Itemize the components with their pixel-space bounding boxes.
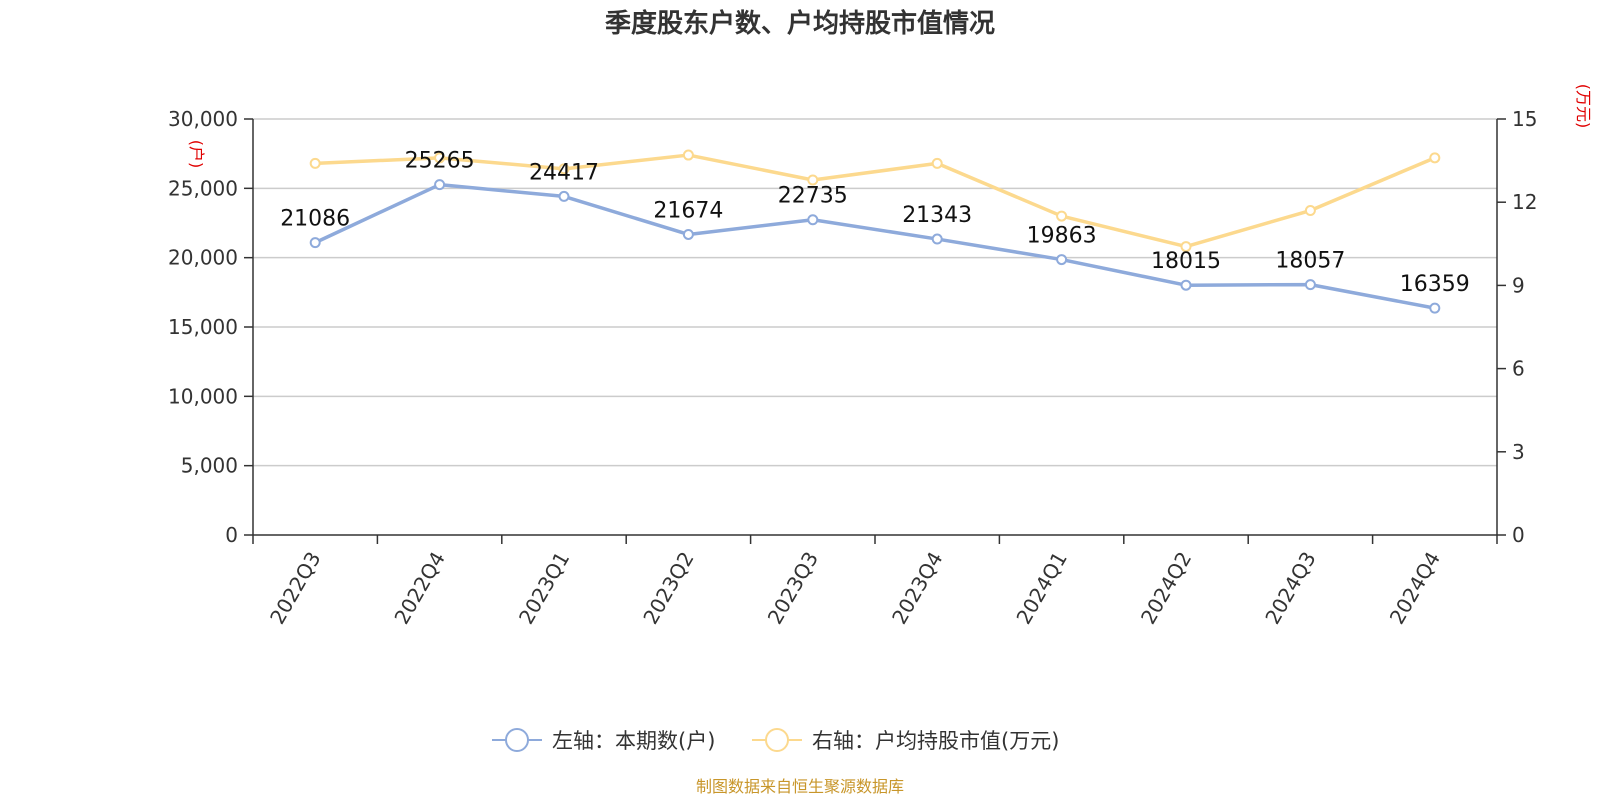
data-label: 21343 bbox=[902, 203, 972, 228]
data-label: 18057 bbox=[1275, 249, 1345, 274]
right-axis-tick-label: 9 bbox=[1512, 273, 1525, 297]
series-1-point bbox=[434, 152, 446, 164]
left-axis-tick-label: 25,000 bbox=[168, 176, 238, 200]
series-lines bbox=[309, 149, 1441, 314]
series-1-point bbox=[682, 149, 694, 161]
data-label: 21086 bbox=[280, 207, 350, 232]
series-0-point bbox=[1429, 302, 1441, 314]
left-axis-unit-label: (户) bbox=[187, 140, 206, 169]
x-axis-tick-label: 2024Q2 bbox=[1136, 548, 1196, 629]
data-label: 25265 bbox=[405, 149, 475, 174]
left-axis-tick-label: 30,000 bbox=[168, 107, 238, 131]
left-axis-tick-label: 0 bbox=[225, 523, 238, 547]
series-0-point bbox=[434, 179, 446, 191]
legend[interactable]: 左轴：本期数(户) 右轴：户均持股市值(万元) bbox=[492, 728, 1059, 753]
axes: 0 5,000 10,000 15,000 20,000 25,000 30,000 0 3 6 9… bbox=[168, 84, 1593, 628]
series-0-point bbox=[1056, 254, 1068, 266]
series-1-point bbox=[931, 157, 943, 169]
left-axis-tick-label: 20,000 bbox=[168, 246, 238, 270]
x-axis-tick-label: 2023Q3 bbox=[763, 548, 823, 629]
x-axis-tick-label: 2023Q2 bbox=[638, 548, 698, 629]
series-0-point bbox=[682, 228, 694, 240]
series-0-point bbox=[309, 237, 321, 249]
data-label: 16359 bbox=[1400, 272, 1470, 297]
data-label: 18015 bbox=[1151, 249, 1221, 274]
source-note: 制图数据来自恒生聚源数据库 bbox=[696, 777, 904, 796]
left-axis-tick-label: 15,000 bbox=[168, 315, 238, 339]
series-0-point bbox=[1304, 279, 1316, 291]
right-axis-tick-label: 15 bbox=[1512, 107, 1537, 131]
series-1-point bbox=[309, 157, 321, 169]
left-axis-tick-label: 5,000 bbox=[181, 454, 238, 478]
legend-marker-0 bbox=[505, 728, 529, 752]
data-labels: 21086 25265 24417 21674 22735 21343 19863 18015… bbox=[280, 149, 1470, 297]
x-axis-tick-label: 2024Q4 bbox=[1385, 548, 1445, 629]
series-1-point bbox=[1304, 205, 1316, 217]
x-axis-tick-label: 2024Q1 bbox=[1011, 548, 1071, 629]
series-1-point bbox=[1180, 241, 1192, 253]
right-axis-tick-label: 12 bbox=[1512, 190, 1537, 214]
legend-label-0: 左轴：本期数(户) bbox=[552, 729, 715, 753]
series-0-point bbox=[931, 233, 943, 245]
series-0-point bbox=[1180, 279, 1192, 291]
left-axis-tick-label: 10,000 bbox=[168, 384, 238, 408]
series-line-0 bbox=[313, 182, 1437, 310]
legend-label-1: 右轴：户均持股市值(万元) bbox=[812, 729, 1059, 753]
x-axis-tick-label: 2022Q3 bbox=[265, 548, 325, 629]
right-axis-tick-label: 6 bbox=[1512, 357, 1525, 381]
legend-marker-1 bbox=[765, 728, 789, 752]
series-0-point bbox=[558, 190, 570, 202]
x-axis-tick-label: 2023Q4 bbox=[887, 548, 947, 629]
series-line-1 bbox=[313, 153, 1437, 249]
data-label: 19863 bbox=[1027, 224, 1097, 249]
series-1-point bbox=[558, 163, 570, 175]
right-axis-tick-label: 3 bbox=[1512, 440, 1525, 464]
data-label: 22735 bbox=[778, 184, 848, 209]
series-1-point bbox=[807, 174, 819, 186]
x-axis-tick-label: 2022Q4 bbox=[389, 548, 449, 629]
x-axis-tick-label: 2024Q3 bbox=[1260, 548, 1320, 629]
series-1-point bbox=[1429, 152, 1441, 164]
right-axis-unit-label: (万元) bbox=[1574, 84, 1593, 129]
data-label: 24417 bbox=[529, 160, 599, 185]
chart-title: 季度股东户数、户均持股市值情况 bbox=[605, 8, 995, 39]
series-1-point bbox=[1056, 210, 1068, 222]
right-axis-tick-label: 0 bbox=[1512, 523, 1525, 547]
data-label: 21674 bbox=[653, 198, 723, 223]
x-axis-tick-label: 2023Q1 bbox=[514, 548, 574, 629]
series-0-point bbox=[807, 214, 819, 226]
